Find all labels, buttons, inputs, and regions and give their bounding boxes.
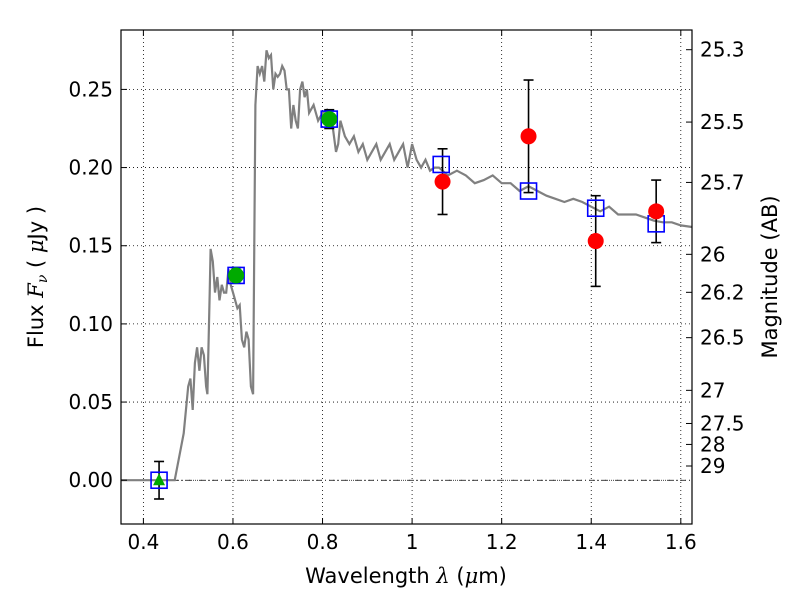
- y-tick-label: 0.05: [68, 390, 113, 414]
- photometry-points: [153, 111, 665, 486]
- photometry-point: [434, 173, 451, 190]
- y-tick-label: 0.15: [68, 234, 113, 258]
- x-ticks: 0.4 0.6 0.8 1 1.2 1.4 1.6: [127, 30, 697, 554]
- model-point: [432, 155, 451, 174]
- y-ticks: 0.00 0.05 0.10 0.15 0.20 0.25: [68, 77, 127, 492]
- magnitude-axis-label: Magnitude (AB): [758, 195, 782, 358]
- x-tick-label: 1.6: [665, 530, 697, 554]
- y-tick-label: 0.00: [68, 468, 113, 492]
- photometry-point: [587, 233, 604, 250]
- x-tick-label: 1: [406, 530, 419, 554]
- magnitude-tick-label: 25.7: [700, 170, 745, 194]
- x-tick-label: 0.8: [307, 530, 339, 554]
- y-tick-label: 0.10: [68, 312, 113, 336]
- magnitude-tick-label: 29: [700, 454, 725, 478]
- photometry-point: [228, 267, 245, 284]
- magnitude-tick-label: 26.2: [700, 280, 745, 304]
- grid: [121, 30, 692, 524]
- magnitude-tick-label: 26: [700, 242, 725, 266]
- magnitude-tick-label: 26.5: [700, 326, 745, 350]
- model-point: [150, 471, 168, 490]
- upper-limit-point: [153, 473, 166, 486]
- y-tick-label: 0.20: [68, 156, 113, 180]
- y-tick-label: 0.25: [68, 77, 113, 101]
- model-point: [519, 182, 538, 200]
- x-axis-label: Wavelength λ (μm): [305, 564, 507, 588]
- magnitude-tick-label: 25.3: [700, 38, 745, 62]
- x-tick-label: 0.6: [217, 530, 249, 554]
- error-bars: [154, 79, 662, 500]
- template-sed-line: [121, 49, 693, 482]
- magnitude-tick-label: 27.5: [700, 411, 745, 435]
- x-tick-label: 0.4: [127, 530, 159, 554]
- photometry-point: [648, 203, 665, 220]
- magnitude-tick-label: 27: [700, 378, 725, 402]
- plot-frame: [120, 29, 693, 525]
- magnitude-tick-label: 25.5: [700, 110, 745, 134]
- y-axis-label: Flux Fν ( μJy ): [24, 206, 51, 348]
- photometry-point: [520, 128, 537, 145]
- magnitude-tick-label: 28: [700, 432, 725, 456]
- photometry-point: [321, 111, 338, 128]
- x-tick-label: 1.4: [575, 530, 607, 554]
- model-point: [586, 199, 605, 218]
- x-tick-label: 1.2: [486, 530, 518, 554]
